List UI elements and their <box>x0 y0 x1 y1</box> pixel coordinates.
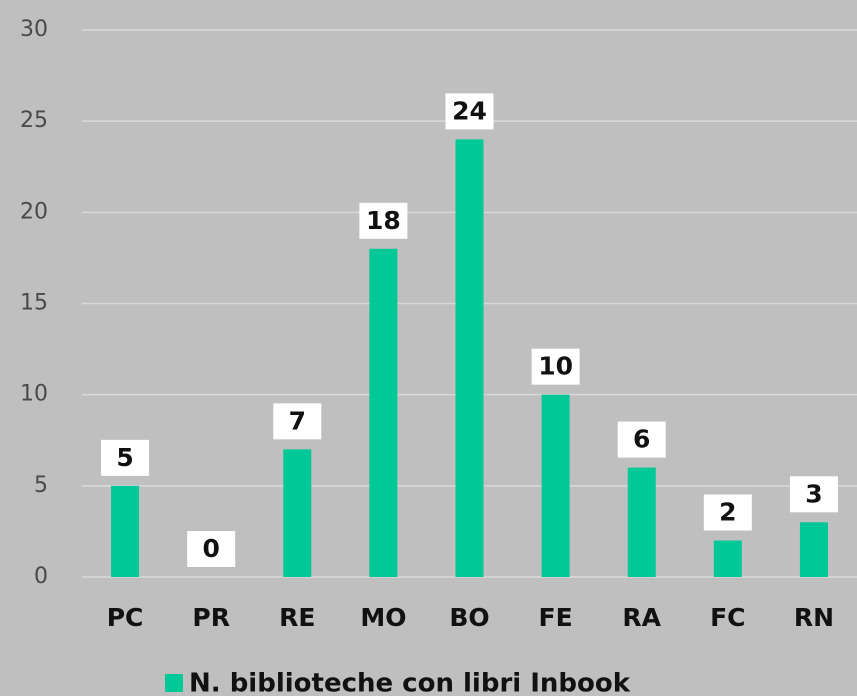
data-label: 2 <box>719 498 736 527</box>
bar <box>541 394 570 577</box>
data-label: 10 <box>538 352 573 381</box>
y-tick-label: 30 <box>20 17 48 42</box>
x-tick-label: FE <box>539 603 573 632</box>
bar <box>627 467 656 577</box>
data-label-box <box>617 421 666 458</box>
data-label: 24 <box>452 96 487 125</box>
data-label-box <box>187 531 236 567</box>
x-tick-label: MO <box>360 603 406 632</box>
y-tick-label: 15 <box>20 291 48 316</box>
bar <box>369 248 398 578</box>
x-tick-label: RA <box>622 603 661 632</box>
data-label: 6 <box>633 425 650 454</box>
y-tick-label: 20 <box>20 199 48 224</box>
data-label-box <box>703 494 752 531</box>
x-tick-label: BO <box>449 603 489 632</box>
data-label-box <box>101 439 150 476</box>
legend-swatch <box>165 674 183 692</box>
data-label: 3 <box>805 479 822 508</box>
data-label: 7 <box>289 406 306 435</box>
bar <box>283 449 312 577</box>
y-tick-label: 25 <box>20 108 48 133</box>
x-tick-label: PR <box>192 603 230 632</box>
data-label-box <box>531 348 580 385</box>
bar <box>799 522 828 577</box>
y-tick-label: 5 <box>34 473 48 498</box>
bar <box>713 540 742 577</box>
y-tick-label: 0 <box>34 564 48 589</box>
x-tick-label: RE <box>279 603 315 632</box>
data-label: 0 <box>202 534 219 563</box>
data-label-box <box>273 403 322 440</box>
bar <box>455 139 484 577</box>
x-tick-label: RN <box>794 603 834 632</box>
data-label-box <box>789 476 838 513</box>
x-tick-label: FC <box>710 603 745 632</box>
data-label: 18 <box>366 206 401 235</box>
y-tick-label: 10 <box>20 382 48 407</box>
x-tick-label: PC <box>107 603 144 632</box>
data-label: 5 <box>116 443 133 472</box>
legend-label: N. biblioteche con libri Inbook <box>189 669 631 696</box>
data-label-box <box>359 202 408 239</box>
bar <box>111 485 140 577</box>
data-label-box <box>445 93 494 130</box>
